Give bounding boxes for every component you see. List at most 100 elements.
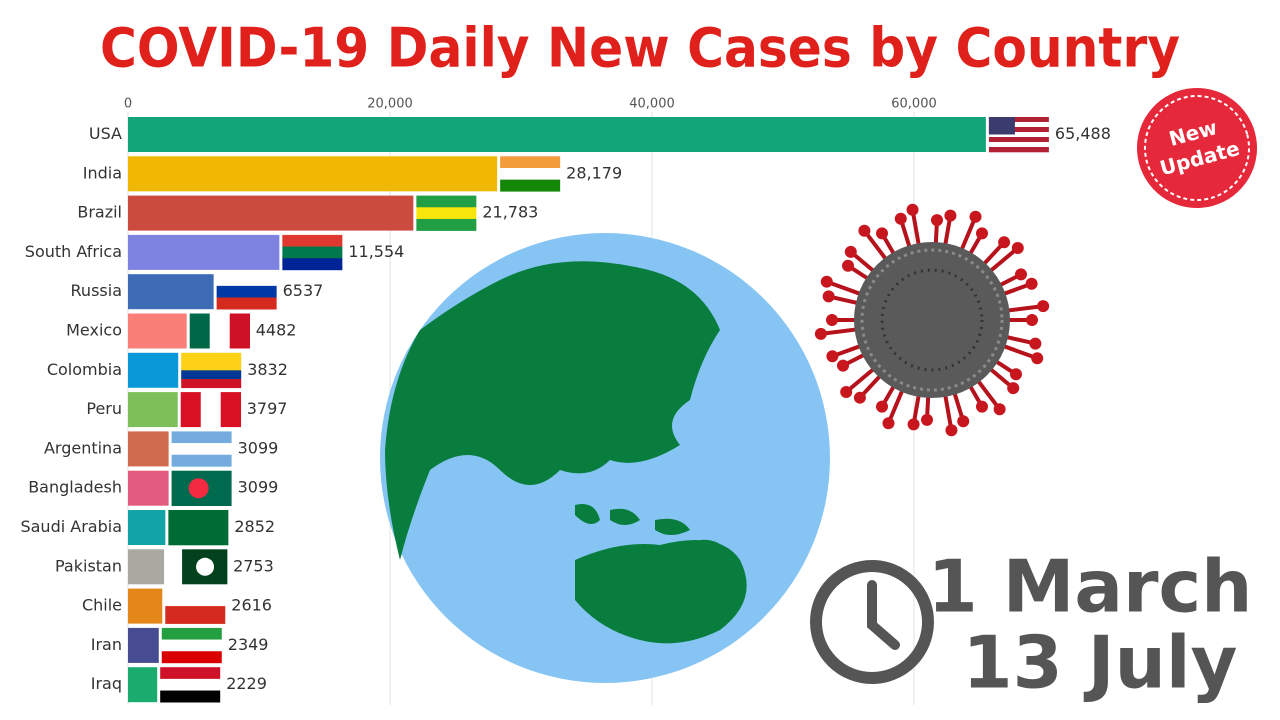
flag [988,117,1049,153]
virus-tip [957,415,970,428]
virus-tip [1025,277,1038,290]
x-tick-label: 0 [124,97,132,112]
virus-tip [822,290,835,303]
virus-tip [894,212,907,225]
flag-stripe [416,207,477,220]
bar [128,588,163,624]
flag-stripe [200,392,222,428]
value-label: 3099 [238,478,279,497]
bar [128,352,179,388]
flag [160,667,221,703]
clock [810,560,934,684]
category-label: Chile [82,596,122,615]
virus-tip [976,400,988,413]
flag-stripe [416,218,477,231]
category-label: Colombia [47,360,122,379]
virus-tip [842,259,855,272]
value-label: 65,488 [1055,124,1111,143]
bars: USA 65,488 India 28,179 Brazil 21,783 South Af… [20,117,1111,703]
virus-tip [993,403,1006,416]
flag [165,588,226,624]
virus-tip [998,236,1011,249]
virus-tip [853,391,866,404]
flag [282,234,343,271]
flag-stripe [165,606,226,624]
category-label: Iraq [91,674,122,693]
flag-stripe [282,246,343,259]
category-label: South Africa [25,242,122,261]
flag-stripe [189,313,211,349]
flag-stripe [160,690,221,703]
flag-stripe [171,443,232,456]
virus-tip [906,203,919,216]
flag-stripe [416,195,477,208]
virus-tip [820,275,833,288]
value-label: 3797 [247,399,288,418]
value-label: 2616 [231,596,272,615]
flag-stripe [220,392,242,428]
flag [216,274,277,310]
flag-stripe [181,370,242,380]
flag-stripe [988,122,1049,128]
x-tick-label: 40,000 [629,97,675,112]
flag-stripe [282,258,343,271]
flag-stripe [160,678,221,691]
bar [128,431,169,467]
value-label: 2753 [233,556,274,575]
value-label: 2229 [226,674,267,693]
virus-tip [882,417,895,430]
virus-texture [880,268,984,372]
virus-tip [876,227,888,240]
flag-stripe [500,179,561,192]
category-label: Peru [86,399,122,418]
virus-tip [930,214,943,227]
flag-disc [196,557,215,576]
flag [416,195,477,231]
x-tick-label: 20,000 [367,97,413,112]
virus [814,203,1050,437]
flag-stripe [171,454,232,467]
flag-stripe [988,117,1049,123]
bar [128,313,187,349]
flag-stripe [181,379,242,389]
value-label: 4482 [256,321,297,340]
bar [128,627,159,663]
badge: New Update [1137,88,1257,208]
virus-tip [976,227,988,240]
virus-tip [814,327,827,340]
virus-tip [844,245,857,258]
value-label: 3832 [247,360,288,379]
flag-stripe [182,549,198,585]
flag-stripe [160,667,221,680]
virus-tip [826,314,838,326]
flag-stripe [167,549,183,585]
chart-title: COVID-19 Daily New Cases by Country [100,17,1180,80]
virus-tip [1011,242,1024,255]
virus-tip [858,224,871,237]
flag-stripe [165,588,226,607]
virus-tip [1029,337,1042,350]
flag-disc [188,478,209,499]
value-label: 2852 [234,517,275,536]
flag-stripe [181,352,242,362]
bar [128,156,498,192]
flag-stripe [161,639,222,652]
virus-tip [945,424,958,437]
flag-stripe [282,234,343,247]
bar [128,667,158,703]
bar [128,195,414,231]
virus-core [854,242,1010,398]
flag-stripe [216,274,277,287]
virus-tip [1026,314,1038,326]
category-label: Bangladesh [28,478,122,497]
date-end: 13 July [963,621,1238,705]
virus-tip [944,209,957,222]
flag-stripe [988,137,1049,143]
flag-stripe [161,627,222,640]
virus-tip [1009,368,1022,381]
virus-tip [826,350,839,363]
virus-tip [969,210,982,223]
flag-stripe [181,361,242,371]
flag-stripe [180,392,202,428]
value-label: 6537 [283,281,324,300]
